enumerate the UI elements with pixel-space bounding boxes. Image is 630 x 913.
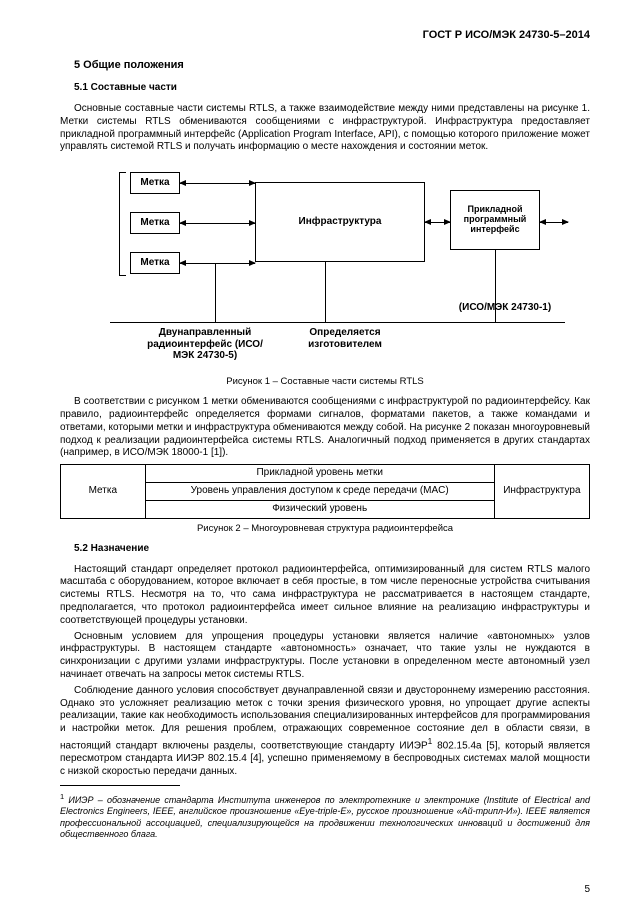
figure-2-table: Метка Прикладной уровень метки Инфрастру…	[60, 464, 590, 518]
fig2-row-2: Физический уровень	[145, 500, 494, 518]
fig2-left: Метка	[61, 465, 146, 518]
fig2-row-0: Прикладной уровень метки	[145, 465, 494, 483]
section-5-1-title: 5.1 Составные части	[74, 82, 590, 95]
arrow-2	[180, 263, 255, 264]
para-5-2-2: Основным условием для упрощения процедур…	[60, 631, 590, 682]
vline-0	[215, 264, 216, 322]
para-5-1-2: В соответствии с рисунком 1 метки обмени…	[60, 396, 590, 460]
footnote-rule	[60, 785, 180, 786]
infra-box: Инфраструктура	[255, 182, 425, 262]
fig2-right: Инфраструктура	[494, 465, 589, 518]
doc-number: ГОСТ Р ИСО/МЭК 24730-5–2014	[60, 28, 590, 42]
tag-box-0: Метка	[130, 172, 180, 194]
section-5-title: 5 Общие положения	[74, 58, 590, 72]
arrow-0	[180, 183, 255, 184]
page: ГОСТ Р ИСО/МЭК 24730-5–2014 5 Общие поло…	[0, 0, 630, 913]
section-5-2-title: 5.2 Назначение	[74, 543, 590, 556]
arrow-4	[540, 222, 568, 223]
arrow-1	[180, 223, 255, 224]
fig2-row-1: Уровень управления доступом к среде пере…	[145, 483, 494, 501]
baseline	[110, 322, 565, 323]
arrow-3	[425, 222, 450, 223]
vline-1	[325, 262, 326, 322]
figure-2-caption: Рисунок 2 – Многоуровневая структура рад…	[60, 523, 590, 535]
para-5-1-1: Основные составные части системы RTLS, а…	[60, 103, 590, 154]
footnote-1: 1 ИИЭР – обозначение стандарта Института…	[60, 792, 590, 841]
label-mid: Определяется изготовителем	[290, 327, 400, 350]
tag-box-1: Метка	[130, 212, 180, 234]
page-number: 5	[584, 884, 590, 897]
tag-box-2: Метка	[130, 252, 180, 274]
para-5-2-1: Настоящий стандарт определяет протокол р…	[60, 564, 590, 628]
figure-1-caption: Рисунок 1 – Составные части системы RTLS	[60, 376, 590, 388]
label-right: (ИСО/МЭК 24730-1)	[445, 302, 565, 314]
label-left: Двунаправленный радиоинтерфейс (ИСО/МЭК …	[145, 327, 265, 362]
figure-1-diagram: Метка Метка Метка Инфраструктура Прикладной …	[75, 162, 575, 372]
brace-icon	[119, 172, 126, 276]
api-box: Прикладной программный интерфейс	[450, 190, 540, 250]
para-5-2-3: Соблюдение данного условия способствует …	[60, 685, 590, 779]
